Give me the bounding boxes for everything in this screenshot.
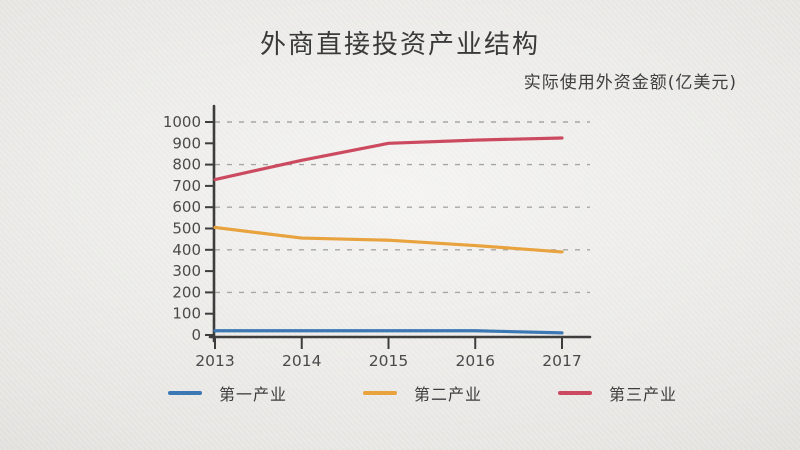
legend-item-tertiary-industry: 第三产业 — [558, 381, 677, 405]
legend-item-primary-industry: 第一产业 — [168, 381, 287, 405]
x-tick-label: 2013 — [195, 352, 234, 370]
series-line-1 — [213, 225, 564, 254]
x-axis-ticks — [214, 337, 563, 349]
chart-title: 外商直接投资产业结构 — [259, 30, 540, 60]
y-tick-label: 100 — [172, 305, 201, 323]
series-line-2 — [213, 136, 564, 182]
x-tick-label: 2017 — [542, 352, 581, 370]
x-tick-label: 2016 — [456, 352, 495, 370]
y-axis-labels: 0 100 200 300 400 500 600 700 800 900 1000 — [163, 113, 201, 344]
y-tick-label: 500 — [172, 220, 201, 238]
y-tick-label: 400 — [172, 241, 201, 259]
y-axis-ticks — [205, 121, 214, 336]
legend-label-primary: 第一产业 — [219, 385, 288, 404]
y-tick-label: 1000 — [163, 113, 201, 131]
legend-label-secondary: 第二产业 — [414, 385, 483, 404]
legend-swatch-primary — [168, 391, 202, 395]
series-line-0 — [213, 329, 564, 335]
chart-legend: 第一产业 第二产业 第三产业 — [168, 381, 677, 405]
y-tick-label: 0 — [191, 326, 201, 344]
x-axis-labels: 2013 2014 2015 2016 2017 — [195, 352, 581, 370]
x-tick-label: 2015 — [369, 352, 408, 370]
legend-label-tertiary: 第三产业 — [609, 385, 678, 404]
series-lines — [213, 136, 564, 335]
y-tick-label: 700 — [172, 177, 201, 195]
chart-subtitle: 实际使用外资金额(亿美元) — [523, 73, 737, 93]
x-tick-label: 2014 — [282, 352, 321, 370]
gridlines-group — [215, 121, 590, 294]
legend-swatch-tertiary — [558, 391, 593, 395]
legend-swatch-secondary — [363, 391, 398, 395]
y-tick-label: 900 — [172, 134, 201, 152]
y-tick-label: 200 — [172, 283, 201, 301]
y-tick-label: 300 — [172, 262, 201, 280]
legend-item-secondary-industry: 第二产业 — [363, 381, 482, 405]
y-tick-label: 800 — [172, 156, 201, 174]
y-tick-label: 600 — [172, 198, 201, 216]
